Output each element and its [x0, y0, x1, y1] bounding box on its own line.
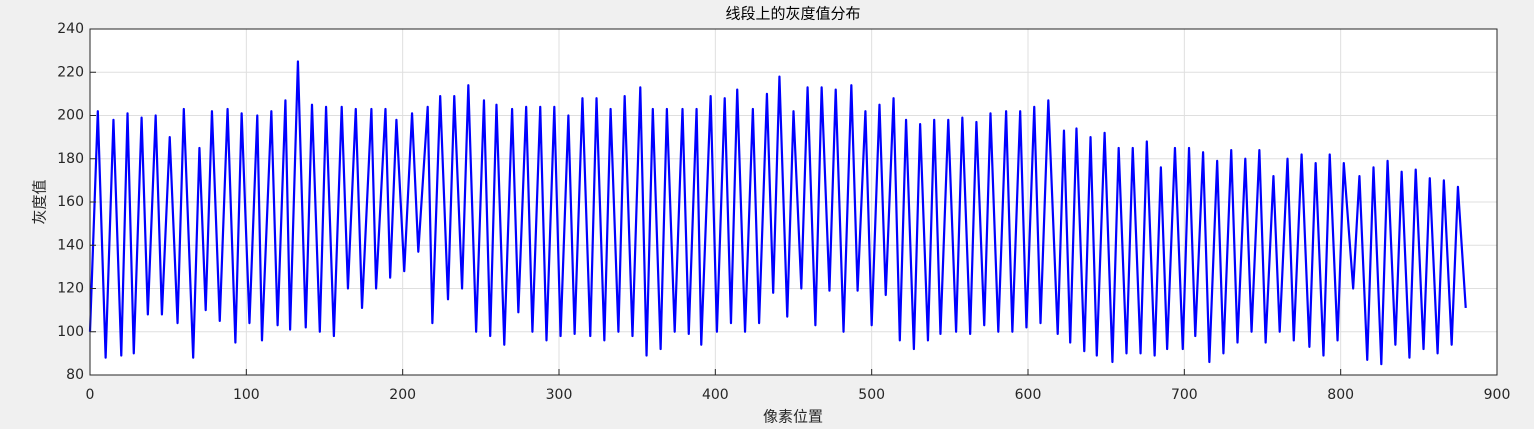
x-tick-label: 800: [1327, 387, 1354, 403]
x-tick-label: 700: [1171, 387, 1198, 403]
x-tick-label: 500: [858, 387, 885, 403]
data-line: [88, 60, 1467, 366]
x-tick-label: 200: [389, 387, 416, 403]
plot: [88, 60, 1467, 366]
x-tick-label: 100: [233, 387, 260, 403]
x-axis-label: 像素位置: [763, 408, 823, 426]
y-tick-label: 220: [57, 64, 84, 80]
x-tick-label: 900: [1484, 387, 1511, 403]
y-tick-label: 120: [57, 281, 84, 297]
y-tick-label: 240: [57, 21, 84, 37]
y-tick-label: 180: [57, 151, 84, 167]
y-tick-label: 80: [66, 367, 84, 383]
x-tick-label: 300: [546, 387, 573, 403]
x-tick-label: 0: [86, 387, 95, 403]
x-tick-label: 400: [702, 387, 729, 403]
chart-title: 线段上的灰度值分布: [725, 5, 860, 23]
y-axis-label: 灰度值: [31, 179, 49, 224]
y-tick-label: 160: [57, 194, 84, 210]
y-tick-label: 100: [57, 324, 84, 340]
y-tick-label: 140: [57, 237, 84, 253]
y-tick-label: 200: [57, 108, 84, 124]
x-tick-label: 600: [1015, 387, 1042, 403]
